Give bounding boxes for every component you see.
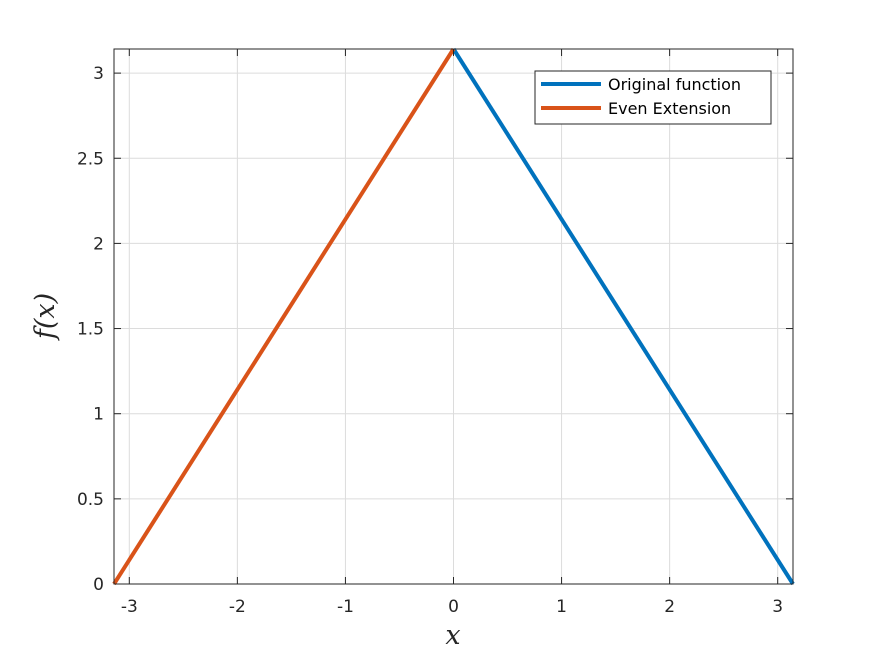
- y-tick-label: 1.5: [77, 320, 104, 340]
- x-tick-label: 3: [772, 597, 783, 617]
- x-tick-label: 2: [664, 597, 675, 617]
- y-tick-label: 2.5: [77, 149, 104, 169]
- x-tick-label: -1: [337, 597, 354, 617]
- x-axis-title: x: [445, 620, 460, 651]
- y-tick-label: 3: [93, 64, 104, 84]
- x-tick-label: 0: [448, 597, 459, 617]
- legend: Original function Even Extension: [534, 70, 772, 125]
- tick-labels: -3 -2 -1 0 1 2 3 0 0.5 1 1.5 2 2.5 3: [77, 64, 783, 617]
- y-tick-label: 1: [93, 405, 104, 425]
- legend-label-even: Even Extension: [608, 99, 731, 118]
- y-tick-label: 0: [93, 575, 104, 595]
- series-line-0: [451, 47, 795, 586]
- y-tick-label: 0.5: [77, 490, 104, 510]
- ticks: [114, 49, 793, 585]
- series-line-1: [112, 47, 456, 586]
- x-tick-label: 1: [556, 597, 567, 617]
- legend-label-original: Original function: [608, 75, 741, 94]
- y-tick-label: 2: [93, 234, 104, 254]
- series-layer: [112, 47, 795, 586]
- legend-box: [534, 70, 772, 125]
- y-axis-title: f(x): [30, 293, 61, 341]
- x-tick-label: -3: [121, 597, 138, 617]
- x-tick-label: -2: [229, 597, 246, 617]
